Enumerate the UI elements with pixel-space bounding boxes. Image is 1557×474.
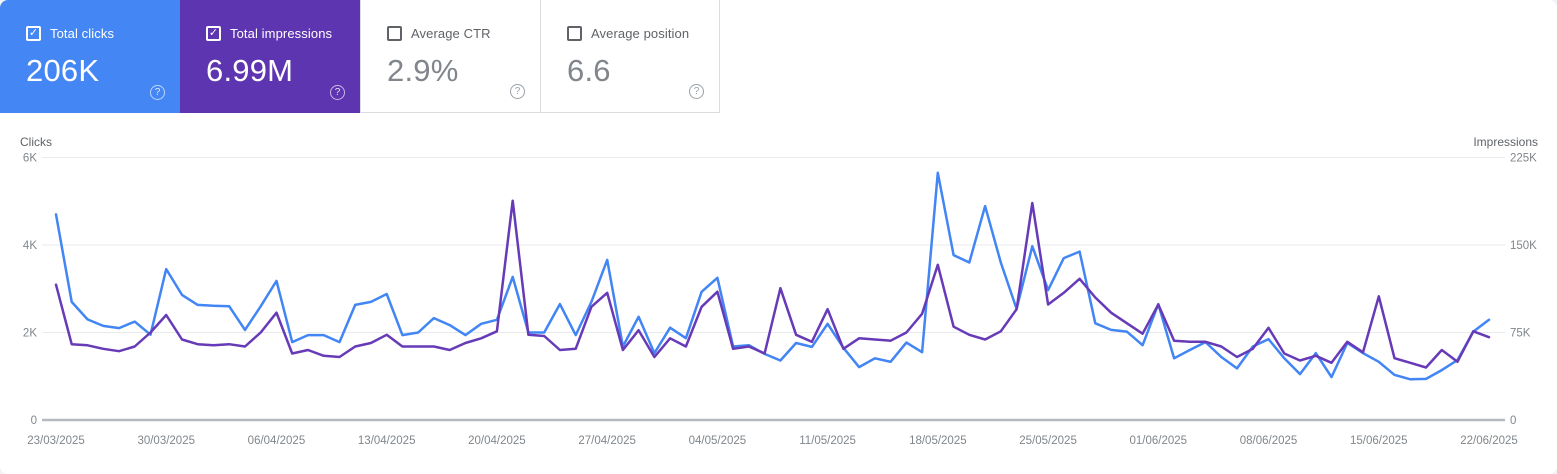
left-axis-tick-label: 6K — [23, 153, 37, 165]
x-axis-tick-label: 25/05/2025 — [1019, 435, 1077, 447]
card-label: Average CTR — [411, 26, 491, 41]
left-axis-tick-label: 0 — [31, 415, 37, 427]
total-clicks-checkbox[interactable]: ✓ — [26, 26, 41, 41]
x-axis-tick-label: 15/06/2025 — [1350, 435, 1408, 447]
performance-chart-svg[interactable]: 6K 225K 4K 150K 2K 75K 0 0 Clicks Impressions 23/0… — [0, 113, 1557, 474]
clicks-line[interactable] — [54, 171, 1491, 381]
x-axis-tick-label: 22/06/2025 — [1460, 435, 1518, 447]
card-average-ctr-header: Average CTR — [387, 26, 520, 41]
card-average-ctr[interactable]: Average CTR 2.9% ? — [360, 0, 540, 113]
card-total-clicks[interactable]: ✓ Total clicks 206K ? — [0, 0, 180, 113]
card-label: Total clicks — [50, 26, 115, 41]
x-axis-tick-label: 06/04/2025 — [248, 435, 306, 447]
card-total-clicks-header: ✓ Total clicks — [26, 26, 160, 41]
right-axis-tick-label: 150K — [1510, 240, 1537, 252]
card-value: 206K — [26, 53, 100, 88]
x-axis-tick-label: 11/05/2025 — [799, 435, 856, 447]
checkmark-icon: ✓ — [208, 27, 219, 39]
x-axis-tick-label: 20/04/2025 — [468, 435, 526, 447]
left-axis-title: Clicks — [20, 135, 52, 149]
help-icon[interactable]: ? — [510, 84, 525, 99]
left-axis-tick-label: 4K — [23, 240, 37, 252]
x-axis-tick-label: 27/04/2025 — [578, 435, 636, 447]
card-average-position[interactable]: Average position 6.6 ? — [540, 0, 720, 113]
impressions-line[interactable] — [54, 199, 1491, 369]
right-axis-tick-label: 225K — [1510, 153, 1537, 165]
x-axis-tick-label: 04/05/2025 — [689, 435, 747, 447]
average-position-checkbox[interactable] — [567, 26, 582, 41]
right-axis-tick-label: 75K — [1510, 328, 1531, 340]
average-ctr-checkbox[interactable] — [387, 26, 402, 41]
help-icon[interactable]: ? — [689, 84, 704, 99]
x-axis-tick-label: 08/06/2025 — [1240, 435, 1298, 447]
metric-cards: ✓ Total clicks 206K ? ✓ Total impression… — [0, 0, 720, 113]
right-axis-title: Impressions — [1473, 135, 1538, 149]
total-impressions-checkbox[interactable]: ✓ — [206, 26, 221, 41]
right-axis-tick-label: 0 — [1510, 415, 1516, 427]
checkmark-icon: ✓ — [28, 27, 39, 39]
left-axis-tick-label: 2K — [23, 328, 37, 340]
card-value: 2.9% — [387, 53, 459, 88]
card-average-position-header: Average position — [567, 26, 699, 41]
card-label: Average position — [591, 26, 690, 41]
help-icon[interactable]: ? — [150, 85, 165, 100]
card-value: 6.99M — [206, 53, 294, 88]
x-axis-tick-label: 18/05/2025 — [909, 435, 967, 447]
card-value: 6.6 — [567, 53, 611, 88]
x-axis-tick-label: 13/04/2025 — [358, 435, 416, 447]
help-icon[interactable]: ? — [330, 85, 345, 100]
card-total-impressions[interactable]: ✓ Total impressions 6.99M ? — [180, 0, 360, 113]
card-total-impressions-header: ✓ Total impressions — [206, 26, 340, 41]
x-axis-tick-label: 30/03/2025 — [137, 435, 195, 447]
card-label: Total impressions — [230, 26, 333, 41]
x-axis-tick-label: 01/06/2025 — [1130, 435, 1188, 447]
x-axis-tick-label: 23/03/2025 — [27, 435, 85, 447]
chart-section: 6K 225K 4K 150K 2K 75K 0 0 Clicks Impressions 23/0… — [0, 113, 1557, 474]
